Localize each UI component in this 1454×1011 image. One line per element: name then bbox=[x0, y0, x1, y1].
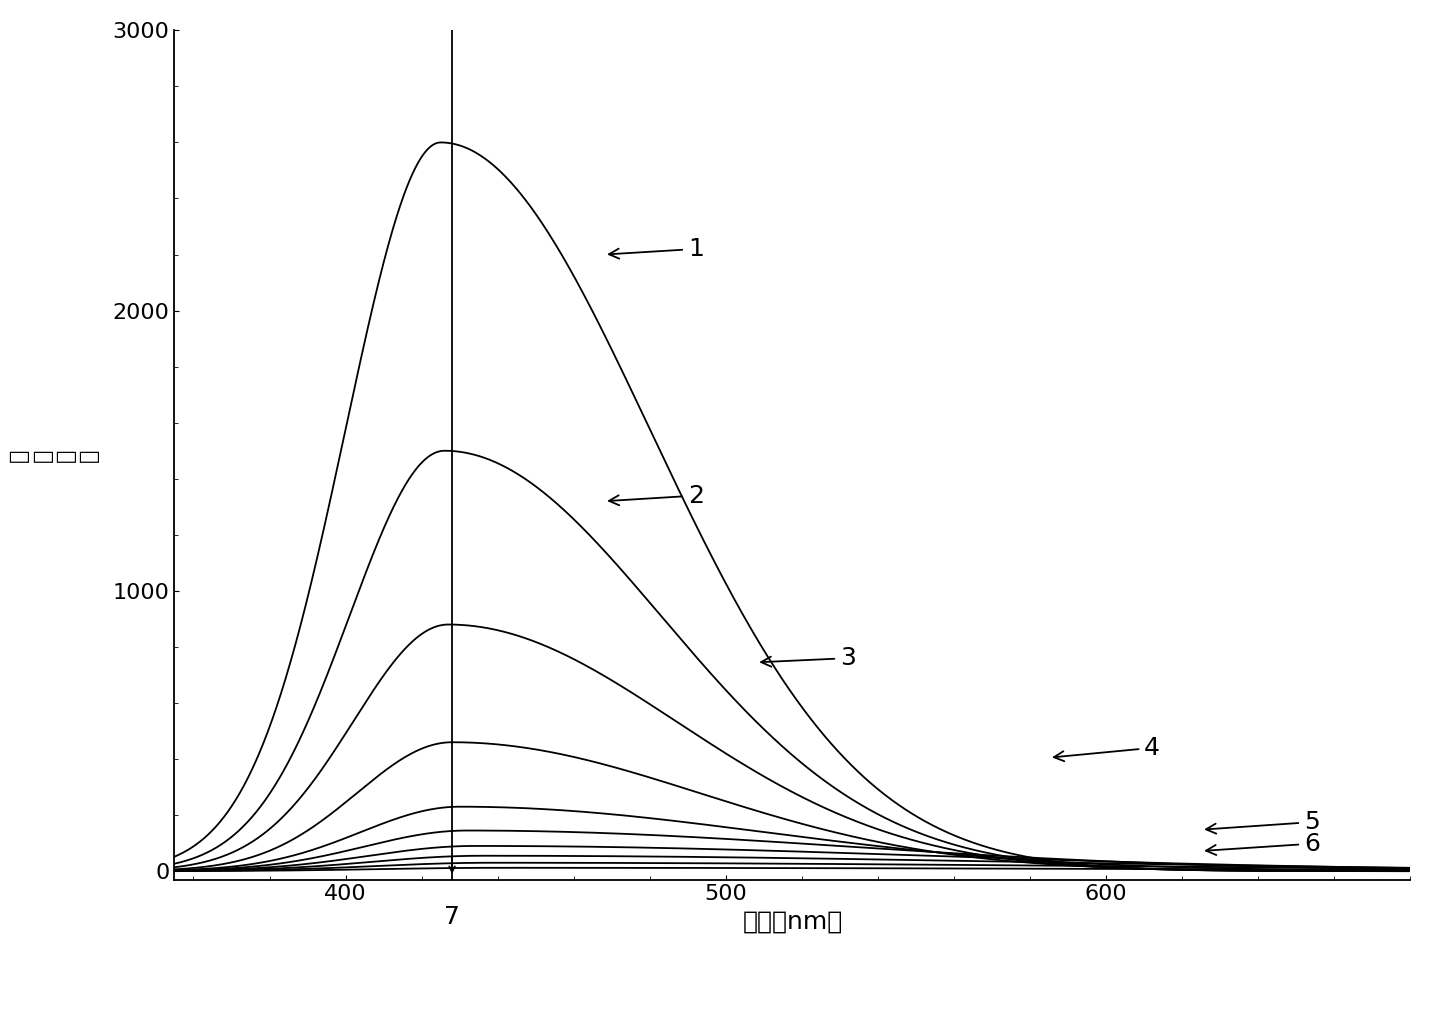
Text: 4: 4 bbox=[1054, 736, 1160, 761]
X-axis label: 波长（nm）: 波长（nm） bbox=[743, 910, 842, 934]
Text: 7: 7 bbox=[443, 905, 459, 929]
Text: 1: 1 bbox=[609, 237, 704, 261]
Text: 3: 3 bbox=[760, 646, 856, 670]
Text: 6: 6 bbox=[1205, 832, 1320, 855]
Y-axis label: 荧
光
强
度: 荧 光 强 度 bbox=[9, 448, 99, 462]
Text: 2: 2 bbox=[609, 483, 704, 508]
Text: 5: 5 bbox=[1205, 810, 1320, 834]
